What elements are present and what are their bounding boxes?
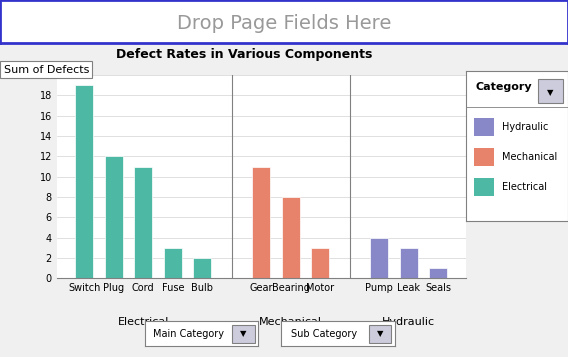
Bar [311, 248, 329, 278]
Text: ▼: ▼ [548, 88, 554, 97]
FancyBboxPatch shape [232, 325, 255, 343]
Text: ▼: ▼ [377, 329, 383, 338]
Bar [252, 166, 270, 278]
Bar [282, 197, 300, 278]
Bar [474, 178, 494, 196]
Text: Electrical: Electrical [502, 182, 546, 192]
Text: Mechanical: Mechanical [502, 152, 557, 162]
Bar [164, 248, 182, 278]
Bar [370, 238, 388, 278]
Text: Main Category: Main Category [152, 329, 224, 339]
FancyBboxPatch shape [369, 325, 391, 343]
Text: Category: Category [476, 82, 533, 92]
Text: Defect Rates in Various Components: Defect Rates in Various Components [116, 48, 373, 61]
Text: Electrical: Electrical [118, 317, 169, 327]
Bar [105, 156, 123, 278]
Text: Drop Page Fields Here: Drop Page Fields Here [177, 14, 391, 33]
Text: Sub Category: Sub Category [291, 329, 357, 339]
Bar [474, 118, 494, 136]
Text: Sum of Defects: Sum of Defects [3, 65, 89, 75]
Bar [76, 85, 93, 278]
Bar [429, 268, 447, 278]
Text: Hydraulic: Hydraulic [502, 122, 548, 132]
Bar [194, 258, 211, 278]
Bar [135, 166, 152, 278]
FancyBboxPatch shape [538, 79, 563, 103]
Text: ▼: ▼ [240, 329, 247, 338]
Bar [400, 248, 417, 278]
Bar [474, 148, 494, 166]
Text: Mechanical: Mechanical [259, 317, 322, 327]
Text: Hydraulic: Hydraulic [382, 317, 436, 327]
